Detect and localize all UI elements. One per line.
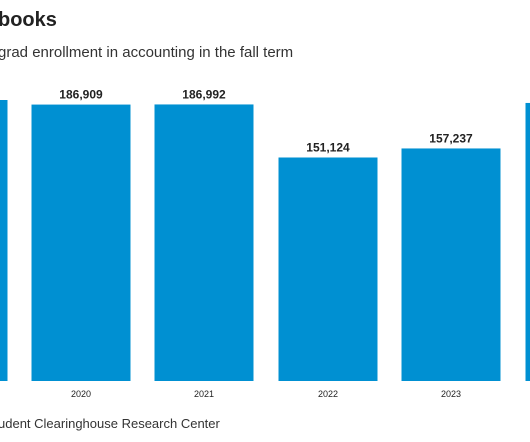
bar-edge-0 [0, 100, 8, 381]
bar-value-label: 186,992 [182, 87, 226, 101]
bar-value-label: 186,909 [59, 88, 103, 102]
bar-edge-5 [525, 102, 530, 382]
bar-value-label: 151,124 [306, 140, 350, 154]
x-tick-label: 2021 [194, 389, 214, 399]
x-tick-label: 2020 [71, 389, 91, 399]
chart-subtitle: grad enrollment in accounting in the fal… [0, 44, 294, 61]
x-tick-label: 2023 [441, 389, 461, 399]
bar-value-label: 157,237 [429, 131, 473, 145]
x-tick-label: 2022 [318, 389, 338, 399]
bar-2022 [278, 157, 378, 381]
source-note: udent Clearinghouse Research Center [0, 416, 220, 431]
chart-title: books [0, 9, 57, 31]
bar-2020 [31, 104, 131, 382]
bar-2023 [401, 148, 501, 381]
bar-2021 [154, 104, 254, 382]
